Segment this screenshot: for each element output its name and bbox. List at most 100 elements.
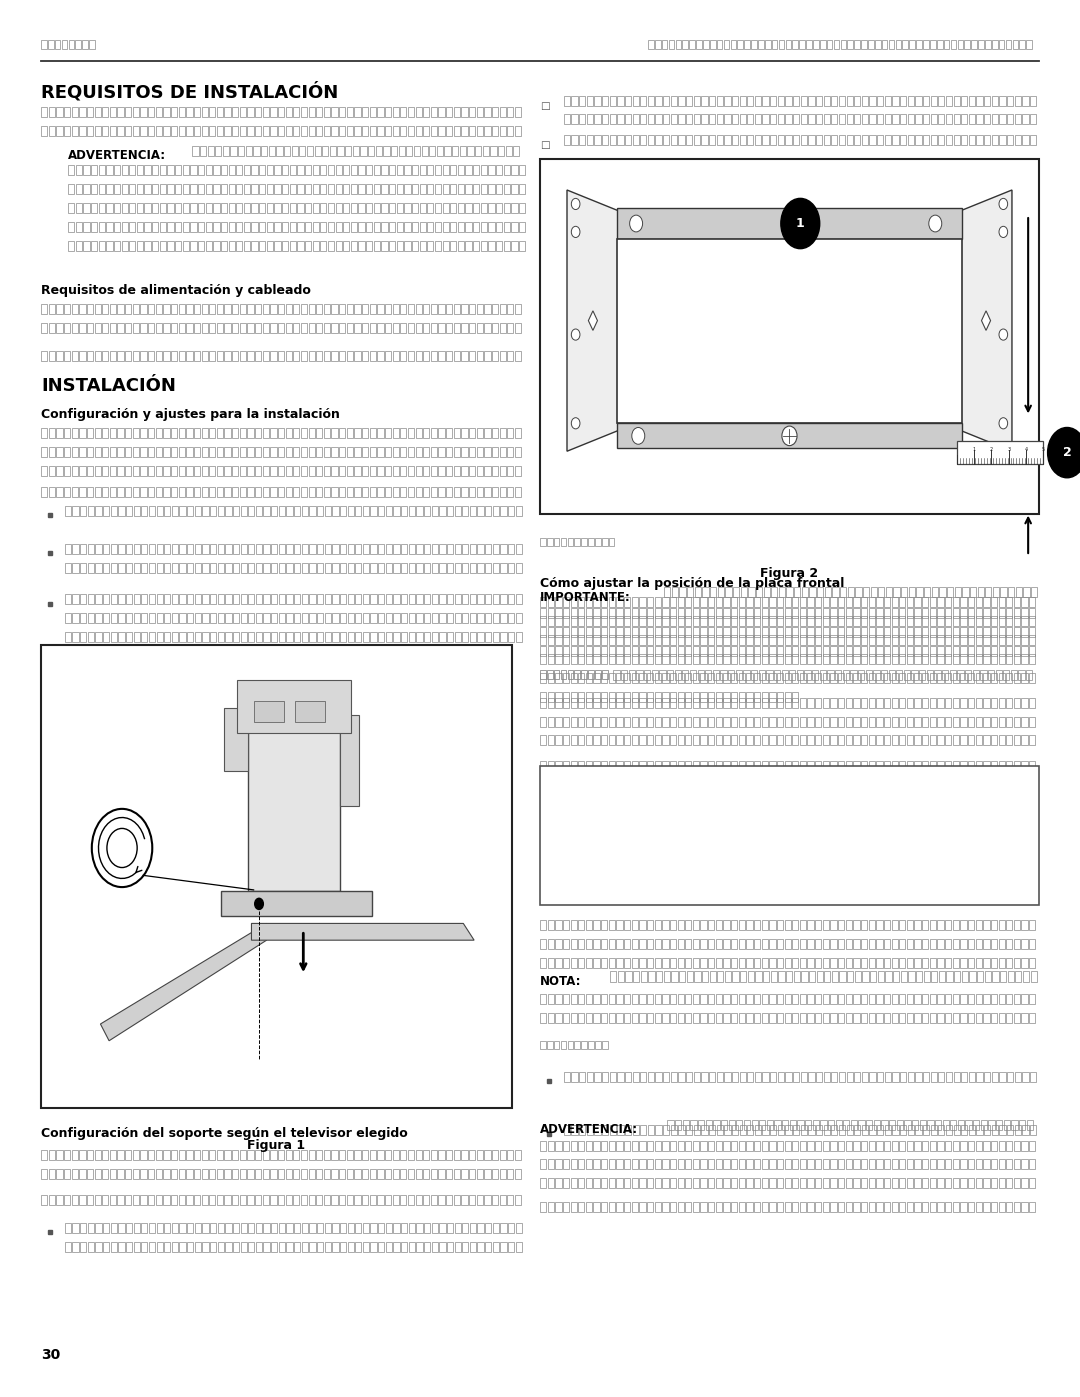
Bar [578, 735, 584, 746]
Bar [570, 1201, 577, 1213]
Bar [831, 654, 837, 664]
Bar [662, 697, 669, 708]
Bar [221, 184, 227, 194]
Bar [377, 351, 383, 362]
Bar [325, 563, 330, 573]
Bar [687, 587, 693, 598]
Bar [589, 799, 595, 810]
Bar [915, 735, 921, 746]
Polygon shape [567, 190, 619, 451]
Bar [602, 672, 607, 683]
Bar [399, 145, 405, 156]
Bar [229, 240, 234, 251]
Bar [627, 799, 634, 810]
Bar [777, 1160, 783, 1169]
Bar [846, 654, 852, 664]
Bar [247, 1194, 254, 1206]
Bar [594, 134, 600, 145]
Bar [976, 134, 983, 145]
Bar [484, 1150, 490, 1161]
Bar [289, 203, 296, 214]
Bar [225, 708, 248, 771]
Bar [157, 563, 163, 573]
Bar [868, 1201, 875, 1213]
Bar [946, 1125, 953, 1136]
Bar [447, 1222, 454, 1234]
Bar [200, 145, 206, 156]
Bar [915, 939, 921, 949]
Bar [438, 447, 445, 457]
Bar [194, 543, 201, 555]
Bar [770, 1125, 777, 1136]
Bar [876, 1013, 882, 1023]
Bar [71, 999, 77, 1007]
Bar [508, 323, 513, 332]
Bar [851, 1119, 858, 1130]
Bar [1026, 669, 1032, 680]
Bar [84, 999, 90, 1007]
Bar [808, 993, 813, 1004]
Bar [325, 506, 330, 517]
Bar [363, 613, 369, 623]
Bar [585, 627, 592, 637]
Bar [163, 486, 170, 497]
Bar [757, 844, 764, 855]
Bar [172, 543, 178, 555]
Bar [868, 634, 875, 645]
Bar [602, 1160, 607, 1169]
Bar [91, 999, 96, 1007]
Bar [703, 41, 708, 49]
Text: INSTALACIÓN: INSTALACIÓN [41, 377, 176, 395]
Bar [671, 95, 677, 106]
Bar [264, 563, 270, 573]
Bar [915, 1201, 921, 1213]
Bar [573, 799, 580, 810]
Bar [378, 506, 384, 517]
Bar [491, 1194, 498, 1206]
Bar [578, 634, 584, 645]
Bar [65, 775, 70, 784]
Bar [785, 95, 792, 106]
Bar [808, 717, 813, 726]
Bar [704, 866, 710, 877]
Bar [701, 1125, 707, 1136]
Bar [872, 821, 878, 833]
Bar [990, 1201, 997, 1213]
Bar [232, 106, 239, 117]
Bar [271, 613, 278, 623]
Bar [362, 1169, 368, 1179]
Bar [815, 597, 822, 608]
Bar [309, 1194, 314, 1206]
Bar [340, 543, 347, 555]
Bar [793, 1013, 798, 1023]
Bar [754, 919, 760, 930]
Bar [370, 543, 377, 555]
Bar [757, 799, 764, 810]
Bar [900, 1071, 906, 1083]
Bar [922, 1201, 929, 1213]
Bar [823, 760, 829, 771]
Bar [794, 587, 800, 598]
Bar [937, 627, 944, 637]
Bar [393, 613, 400, 623]
Bar [635, 821, 642, 833]
Bar [267, 184, 273, 194]
Bar [739, 1178, 745, 1189]
Bar [662, 760, 669, 771]
Bar [831, 645, 837, 657]
Bar [680, 866, 687, 877]
Bar [274, 222, 281, 232]
Bar [428, 165, 433, 176]
Bar [95, 1169, 100, 1179]
Bar [119, 631, 124, 643]
Bar [846, 597, 852, 608]
Bar [351, 184, 357, 194]
Bar [780, 866, 786, 877]
Bar [148, 303, 154, 314]
Bar [492, 613, 499, 623]
Bar [336, 203, 341, 214]
Bar [468, 145, 474, 156]
Bar [719, 844, 725, 855]
Bar [617, 654, 623, 664]
Bar [1014, 1178, 1021, 1189]
